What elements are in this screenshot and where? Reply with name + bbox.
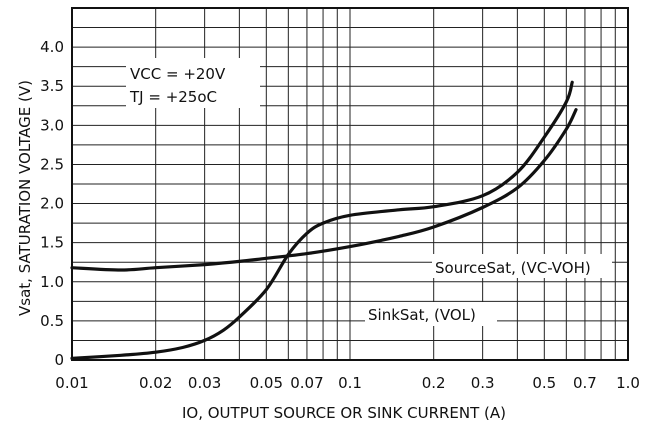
conditions-background — [126, 58, 260, 108]
sink-series-label: SinkSat, (VOL) — [368, 306, 476, 324]
y-tick-label: 4.0 — [40, 38, 64, 56]
tick-labels: 0.01 0.02 0.03 0.05 0.07 0.1 0.2 0.3 0.5 0.7 1.0 0 0… — [40, 38, 640, 392]
source-series-label: SourceSat, (VC-VOH) — [435, 259, 591, 277]
x-tick-label: 0.05 — [250, 374, 283, 392]
sink-sat-curve — [70, 80, 574, 360]
sink-label-background — [365, 302, 497, 326]
x-tick-label: 0.2 — [422, 374, 446, 392]
x-tick-label: 0.02 — [139, 374, 172, 392]
x-tick-label: 0.01 — [55, 374, 88, 392]
grid — [71, 8, 629, 360]
x-tick-label: 0.07 — [290, 374, 323, 392]
x-axis-title: IO, OUTPUT SOURCE OR SINK CURRENT (A) — [182, 404, 506, 422]
x-tick-label: 0.1 — [338, 374, 362, 392]
x-tick-label: 0.7 — [573, 374, 597, 392]
y-tick-label: 1.5 — [40, 234, 64, 252]
x-tick-label: 0.5 — [532, 374, 556, 392]
series-group — [70, 80, 578, 360]
vcc-annotation: VCC = +20V — [130, 65, 226, 83]
x-tick-label: 0.3 — [471, 374, 495, 392]
source-sat-curve — [70, 108, 578, 272]
y-axis-title: Vsat, SATURATION VOLTAGE (V) — [16, 80, 34, 316]
y-tick-label: 2.5 — [40, 155, 64, 173]
x-tick-label: 0.03 — [188, 374, 221, 392]
y-tick-label: 3.0 — [40, 116, 64, 134]
source-label-background — [432, 254, 612, 278]
x-tick-label: 1.0 — [616, 374, 640, 392]
plot-frame — [71, 7, 629, 361]
y-tick-label: 2.0 — [40, 195, 64, 213]
y-tick-label: 0 — [54, 351, 64, 369]
y-tick-label: 0.5 — [40, 312, 64, 330]
y-tick-label: 3.5 — [40, 77, 64, 95]
conditions-box: VCC = +20V TJ = +25oC — [126, 58, 260, 108]
tj-annotation: TJ = +25oC — [129, 88, 217, 106]
y-tick-label: 1.0 — [40, 273, 64, 291]
